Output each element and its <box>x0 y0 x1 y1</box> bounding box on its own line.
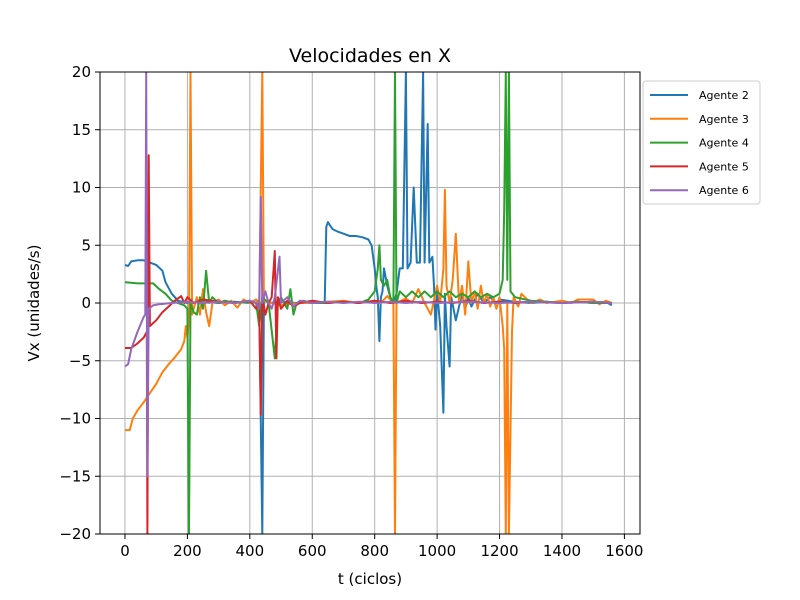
y-tick-label: −10 <box>59 410 91 428</box>
chart-title: Velocidades en X <box>289 45 451 67</box>
series-lines <box>124 72 613 534</box>
series-line-agente-6 <box>124 72 612 478</box>
x-tick-label: 1200 <box>480 542 518 560</box>
series-line-agente-4 <box>124 72 612 534</box>
x-tick-label: 1000 <box>418 542 456 560</box>
y-tick-label: 5 <box>81 236 91 254</box>
legend: Agente 2 Agente 3 Agente 4 Agente 5 Agente 6 <box>642 80 761 205</box>
y-tick-label: 20 <box>72 63 91 81</box>
y-tick-label: −15 <box>59 467 91 485</box>
legend-label: Agente 4 <box>699 137 749 150</box>
legend-box <box>642 80 761 205</box>
x-tick-label: 800 <box>360 542 389 560</box>
x-tick-label: 1400 <box>543 542 581 560</box>
y-tick-label: 15 <box>72 121 91 139</box>
x-tick-label: 1600 <box>605 542 643 560</box>
y-tick-label: 0 <box>81 294 91 312</box>
legend-label: Agente 2 <box>699 89 749 102</box>
legend-label: Agente 5 <box>699 160 749 173</box>
x-tick-label: 400 <box>236 542 265 560</box>
legend-label: Agente 6 <box>699 184 749 197</box>
axis-ticks: 0 200 400 600 800 1000 1200 1400 1600−20−15−10−5… <box>59 63 643 560</box>
y-tick-label: 10 <box>72 179 91 197</box>
y-axis-label: Vx (unidades/s) <box>25 245 43 362</box>
legend-label: Agente 3 <box>699 113 749 126</box>
x-tick-label: 0 <box>120 542 130 560</box>
y-tick-label: −5 <box>69 352 91 370</box>
x-axis-label: t (ciclos) <box>338 570 402 588</box>
y-tick-label: −20 <box>59 525 91 543</box>
x-tick-label: 200 <box>173 542 202 560</box>
x-tick-label: 600 <box>298 542 327 560</box>
